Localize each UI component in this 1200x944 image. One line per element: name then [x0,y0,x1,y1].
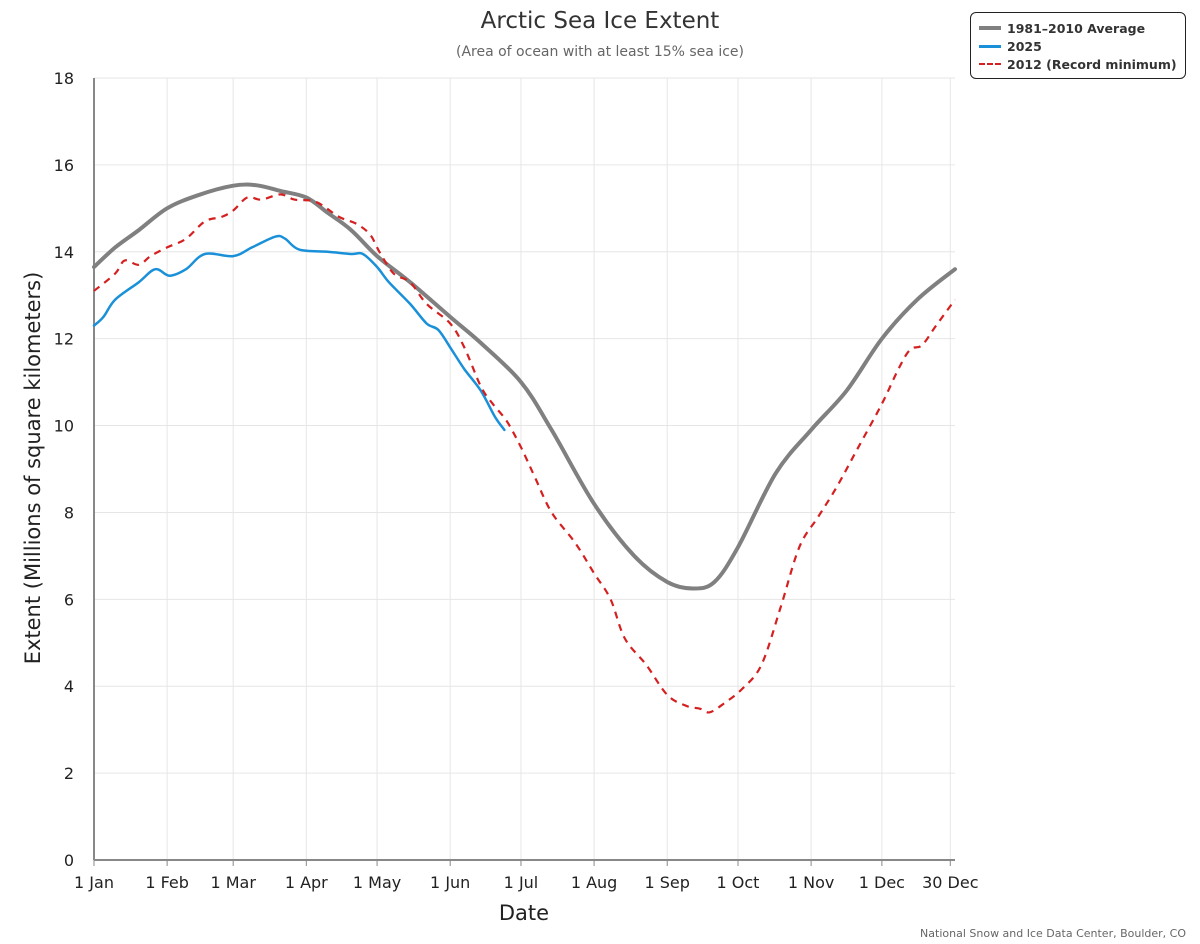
x-axis-title: Date [499,901,549,925]
y-tick-label: 6 [64,590,74,609]
x-tick-label: 1 May [353,873,401,892]
x-tick-label: 30 Dec [922,873,978,892]
y-tick-label: 4 [64,677,74,696]
legend-label-2025: 2025 [1007,38,1042,54]
legend-label-2012: 2012 (Record minimum) [1007,56,1177,72]
x-tick-label: 1 Oct [717,873,760,892]
legend-swatch-average [979,26,1001,30]
legend-swatch-2025 [979,44,1001,48]
legend-swatch-2012 [979,63,1001,65]
x-tick-label: 1 Mar [210,873,256,892]
series-line-average [92,182,957,591]
legend-item-average[interactable]: 1981–2010 Average [979,19,1177,37]
y-axis-title: Extent (Millions of square kilometers) [21,272,45,665]
series-line-2025 [92,234,506,432]
x-tick-label: 1 Dec [859,873,905,892]
y-tick-label: 10 [54,417,74,436]
legend-label-average: 1981–2010 Average [1007,20,1146,36]
legend: 1981–2010 Average 2025 2012 (Record mini… [970,12,1186,79]
series-line-2012 [93,193,956,714]
y-tick-label: 14 [54,243,74,262]
y-tick-label: 2 [64,764,74,783]
chart-title: Arctic Sea Ice Extent [480,8,720,34]
legend-item-2012[interactable]: 2012 (Record minimum) [979,55,1177,73]
y-tick-label: 16 [54,156,74,175]
tick-labels: 0 2 4 6 8 10 12 14 16 18 1 Jan 1 Feb 1 Mar 1 Apr 1 May… [54,69,979,892]
y-tick-label: 0 [64,851,74,870]
x-tick-label: 1 Feb [145,873,189,892]
chart-subtitle: (Area of ocean with at least 15% sea ice… [455,44,744,60]
x-tick-label: 1 Jan [74,873,114,892]
x-tick-label: 1 Jun [430,873,470,892]
x-tick-label: 1 Aug [571,873,618,892]
y-tick-label: 8 [64,503,74,522]
axes [93,78,955,866]
legend-item-2025[interactable]: 2025 [979,37,1177,55]
x-tick-label: 1 Sep [645,873,690,892]
x-tick-label: 1 Nov [788,873,835,892]
y-tick-label: 12 [54,330,74,349]
x-tick-label: 1 Apr [285,873,328,892]
grid-lines [93,77,955,860]
x-tick-label: 1 Jul [504,873,539,892]
y-tick-label: 18 [54,69,74,88]
credit-text: National Snow and Ice Data Center, Bould… [920,927,1186,940]
series-layer [92,182,957,714]
